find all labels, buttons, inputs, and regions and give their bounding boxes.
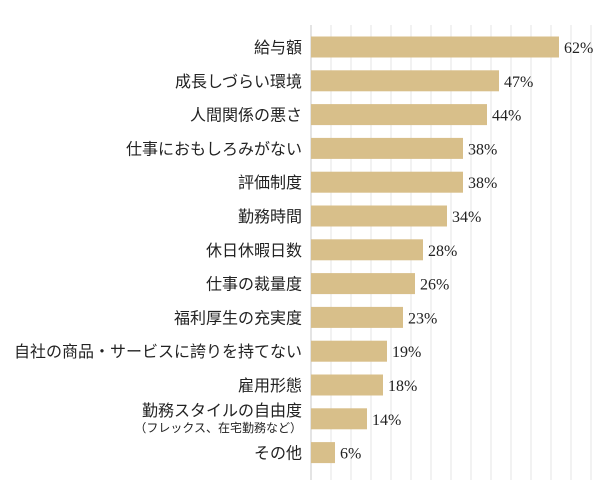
value-label: 47% <box>504 74 533 91</box>
bar <box>311 273 415 295</box>
bar <box>311 374 383 396</box>
category-label: 休日休暇日数 <box>206 241 302 260</box>
value-label: 6% <box>340 446 361 463</box>
value-label: 14% <box>372 412 401 429</box>
value-label: 28% <box>428 243 457 260</box>
bars <box>311 36 559 464</box>
category-label: 人間関係の悪さ <box>190 106 302 125</box>
value-label: 38% <box>468 175 497 192</box>
bar <box>311 104 487 126</box>
value-label: 26% <box>420 277 449 294</box>
value-label: 23% <box>408 310 437 327</box>
category-labels: 給与額成長しづらい環境人間関係の悪さ仕事におもしろみがない評価制度勤務時間休日休… <box>14 38 302 463</box>
bar <box>311 239 423 261</box>
bar <box>311 36 559 58</box>
category-label: 給与額 <box>254 38 302 57</box>
value-labels: 62% 47% 44% 38% 38% 34% 28% 26% 23% 19% 18% 14% 6% <box>340 40 593 463</box>
bar <box>311 205 447 227</box>
category-label: 成長しづらい環境 <box>175 72 302 91</box>
category-label: 勤務スタイルの自由度 <box>142 401 302 420</box>
bar <box>311 408 367 430</box>
bar <box>311 70 499 92</box>
category-label: 雇用形態 <box>238 376 302 395</box>
bar <box>311 171 463 193</box>
category-label: 仕事の裁量度 <box>206 275 302 294</box>
value-label: 19% <box>392 344 421 361</box>
bar <box>311 137 463 159</box>
category-label: その他 <box>254 444 302 463</box>
value-label: 44% <box>492 108 521 125</box>
category-label: 福利厚生の充実度 <box>174 308 302 327</box>
value-label: 38% <box>468 141 497 158</box>
category-label: 評価制度 <box>238 173 302 192</box>
value-label: 18% <box>388 378 417 395</box>
bar <box>311 306 403 328</box>
bar <box>311 340 387 362</box>
category-label: 仕事におもしろみがない <box>126 139 302 158</box>
value-label: 34% <box>452 209 481 226</box>
value-label: 62% <box>564 40 593 57</box>
category-label: 勤務時間 <box>238 207 302 226</box>
bar <box>311 442 335 464</box>
category-sublabel: （フレックス、在宅勤務など） <box>134 420 302 435</box>
category-label: 自社の商品・サービスに誇りを持てない <box>14 342 302 361</box>
